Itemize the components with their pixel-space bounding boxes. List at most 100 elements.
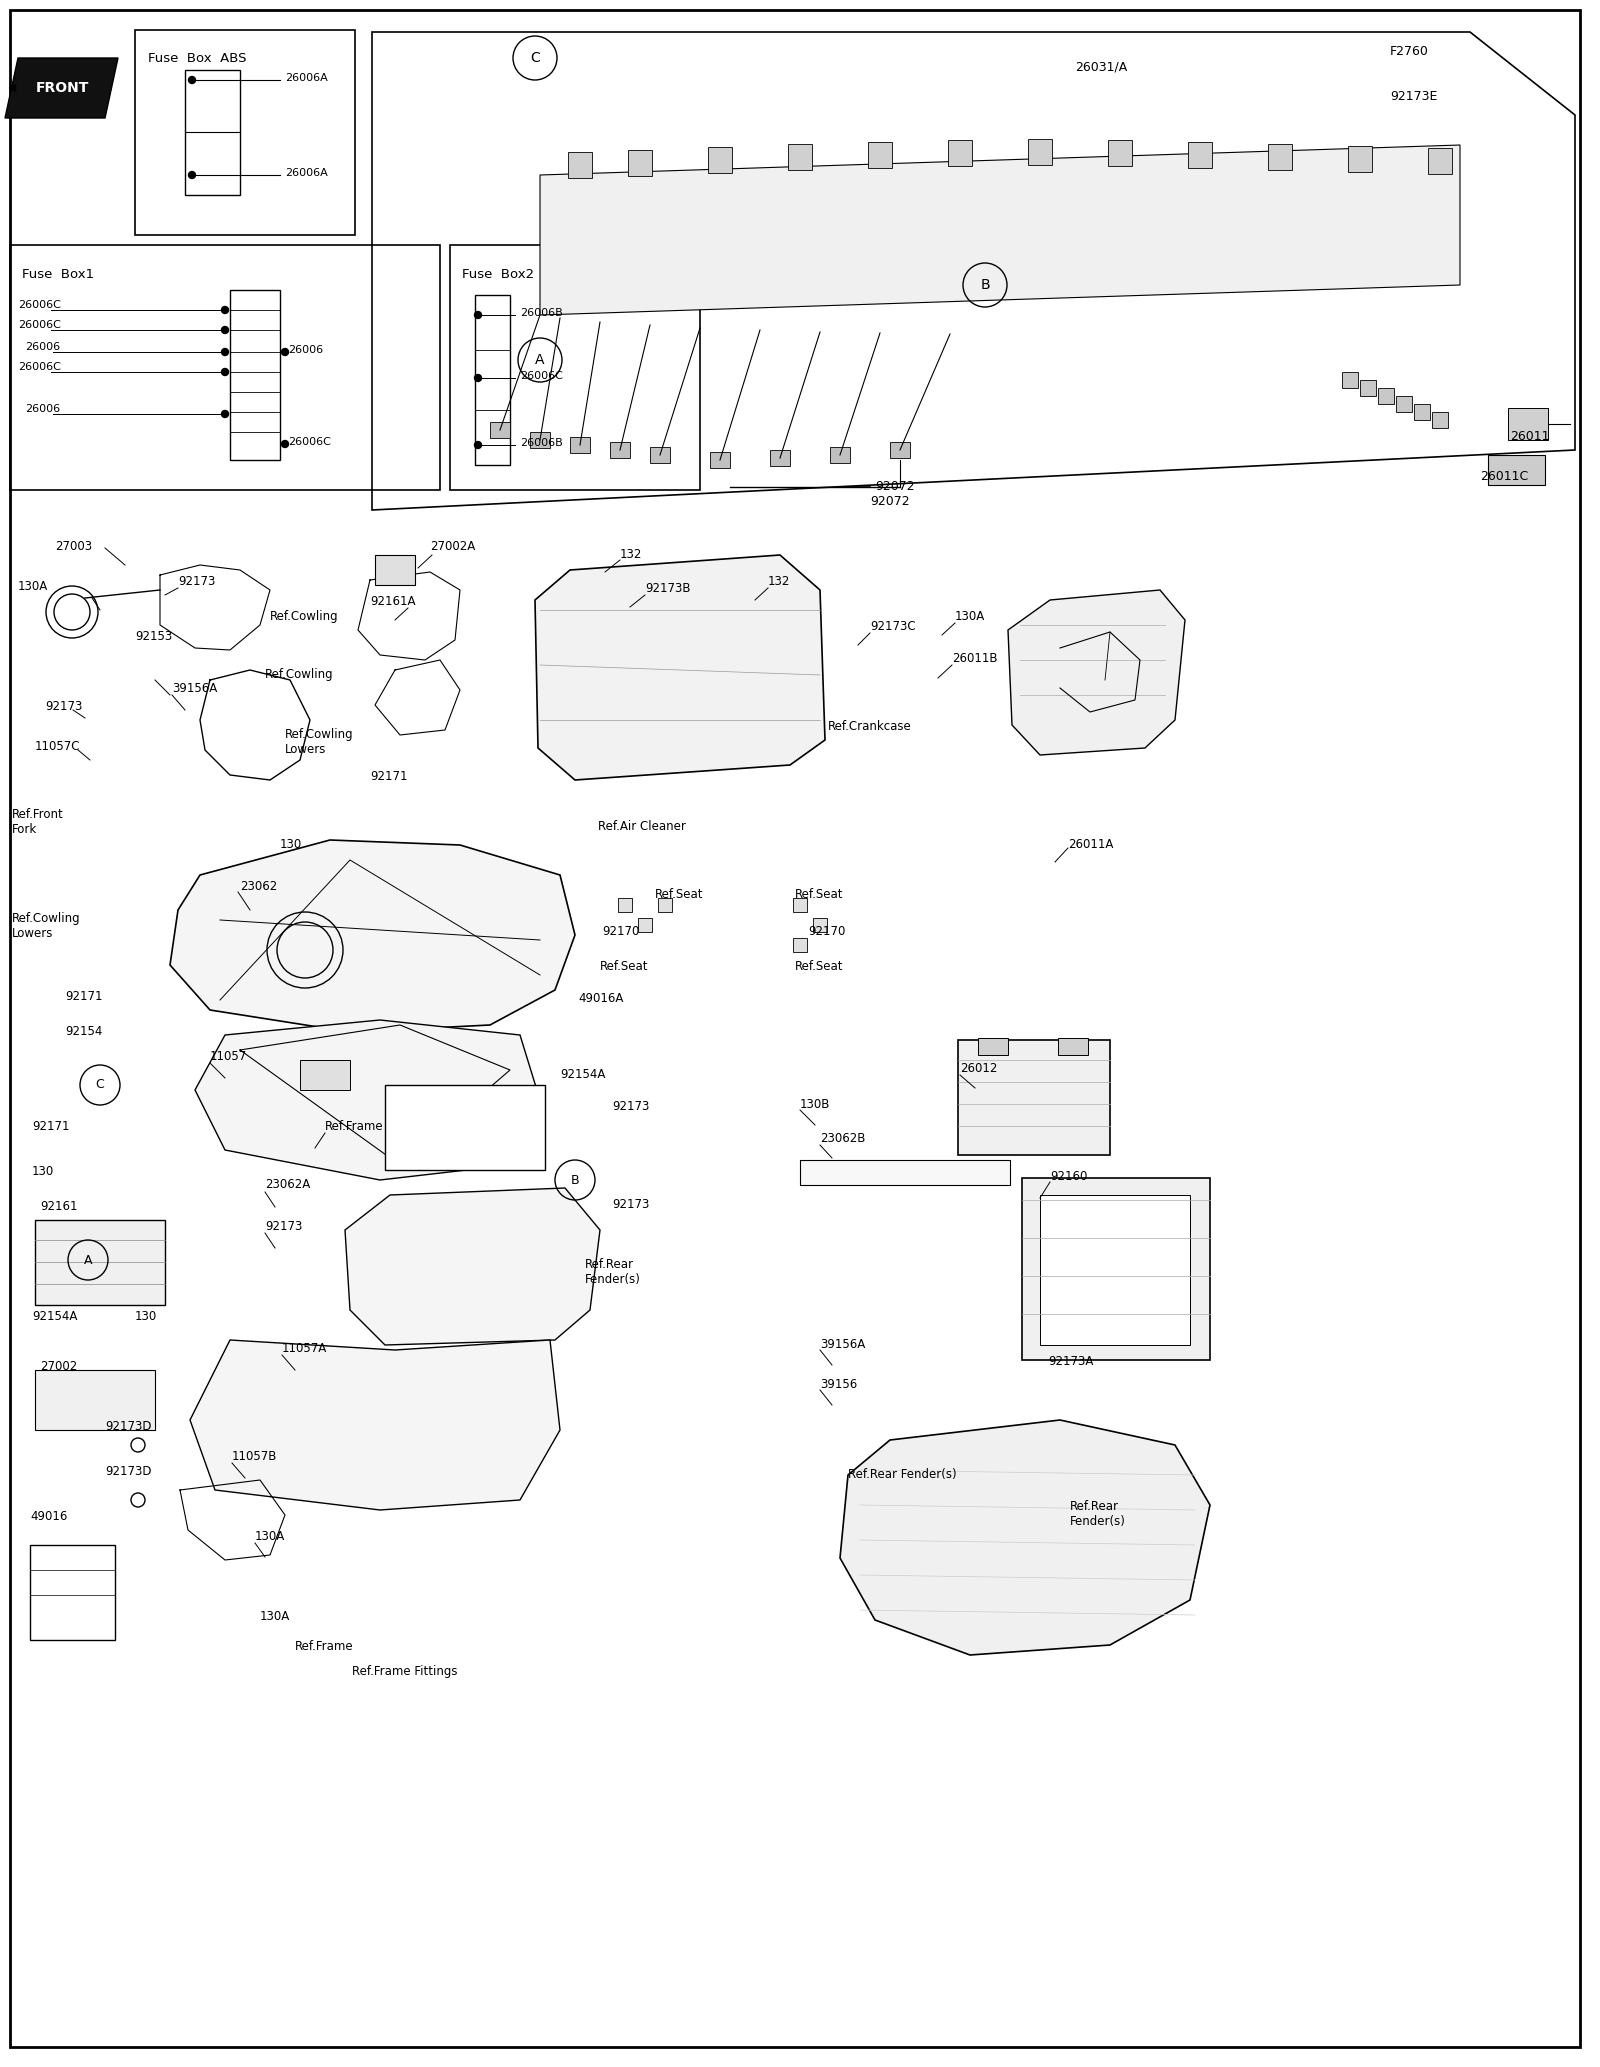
Bar xyxy=(186,70,240,194)
Text: 130: 130 xyxy=(134,1310,157,1323)
Text: 132: 132 xyxy=(768,575,790,587)
Text: Ref.Frame Fittings: Ref.Frame Fittings xyxy=(352,1666,458,1678)
Bar xyxy=(10,246,440,490)
Bar xyxy=(830,446,850,463)
Text: FRONT: FRONT xyxy=(35,81,88,95)
Text: 92173D: 92173D xyxy=(106,1466,152,1478)
Bar xyxy=(1507,407,1549,440)
Text: 26011C: 26011C xyxy=(1480,469,1528,484)
Bar xyxy=(374,556,414,585)
Text: Fuse  Box  ABS: Fuse Box ABS xyxy=(147,52,246,64)
Text: 92170: 92170 xyxy=(602,926,640,938)
Bar xyxy=(610,442,630,459)
Polygon shape xyxy=(190,1339,560,1511)
Text: A: A xyxy=(83,1253,93,1267)
Text: 39156A: 39156A xyxy=(819,1337,866,1352)
Text: 92171: 92171 xyxy=(370,771,408,783)
Bar xyxy=(978,1038,1008,1054)
Bar xyxy=(638,918,653,932)
Text: Ref.Rear Fender(s): Ref.Rear Fender(s) xyxy=(848,1468,957,1480)
Text: 26011: 26011 xyxy=(1510,430,1549,442)
Bar xyxy=(794,938,806,953)
Bar xyxy=(490,422,510,438)
Text: 92160: 92160 xyxy=(1050,1170,1088,1182)
Text: 92173E: 92173E xyxy=(1390,91,1437,103)
Polygon shape xyxy=(5,58,118,118)
Bar xyxy=(30,1544,115,1639)
Text: 92173C: 92173C xyxy=(870,620,915,633)
Text: 92173: 92173 xyxy=(611,1199,650,1211)
Text: 23062: 23062 xyxy=(240,881,277,893)
Text: 92154A: 92154A xyxy=(560,1069,605,1081)
Bar xyxy=(1027,138,1053,165)
Text: 92171: 92171 xyxy=(66,990,102,1002)
Text: 23062B: 23062B xyxy=(819,1133,866,1145)
Text: 49016A: 49016A xyxy=(578,992,624,1005)
Bar xyxy=(813,918,827,932)
Text: Ref.Frame: Ref.Frame xyxy=(325,1120,384,1133)
Circle shape xyxy=(221,349,229,356)
Text: 26006B: 26006B xyxy=(520,308,563,318)
Text: 92072: 92072 xyxy=(875,480,915,494)
Bar xyxy=(1058,1038,1088,1054)
Text: 92173D: 92173D xyxy=(106,1420,152,1432)
Text: Ref.Crankcase: Ref.Crankcase xyxy=(829,719,912,734)
Polygon shape xyxy=(840,1420,1210,1656)
Text: 39156A: 39156A xyxy=(173,682,218,695)
Text: 130A: 130A xyxy=(955,610,986,622)
Text: 27002A: 27002A xyxy=(430,539,475,554)
Text: 92154: 92154 xyxy=(66,1025,102,1038)
Bar xyxy=(770,451,790,465)
Text: 26006C: 26006C xyxy=(18,300,61,310)
Text: 92154A: 92154A xyxy=(32,1310,77,1323)
Text: Ref.Seat: Ref.Seat xyxy=(795,959,843,974)
Text: Ref.Cowling: Ref.Cowling xyxy=(266,668,334,680)
Polygon shape xyxy=(534,556,826,779)
Bar xyxy=(1432,411,1448,428)
Bar xyxy=(568,153,592,178)
Bar xyxy=(530,432,550,449)
Bar xyxy=(794,897,806,912)
Text: Ref.Front
Fork: Ref.Front Fork xyxy=(13,808,64,835)
Text: 26006C: 26006C xyxy=(520,370,563,380)
Text: Fuse  Box2: Fuse Box2 xyxy=(462,269,534,281)
Bar xyxy=(386,1085,546,1170)
Text: 26011B: 26011B xyxy=(952,651,997,666)
Bar xyxy=(618,897,632,912)
Text: 26006A: 26006A xyxy=(285,72,328,83)
Text: 11057B: 11057B xyxy=(232,1449,277,1463)
Bar xyxy=(1378,389,1394,403)
Text: Ref.Frame: Ref.Frame xyxy=(294,1639,354,1654)
Text: Ref.Seat: Ref.Seat xyxy=(654,889,704,901)
Text: 130A: 130A xyxy=(254,1530,285,1542)
Text: Ref.Seat: Ref.Seat xyxy=(795,889,843,901)
Bar xyxy=(658,897,672,912)
Circle shape xyxy=(282,440,288,446)
Circle shape xyxy=(475,312,482,318)
Text: 26012: 26012 xyxy=(960,1062,997,1075)
Text: 130: 130 xyxy=(280,837,302,852)
Polygon shape xyxy=(346,1189,600,1346)
Circle shape xyxy=(221,327,229,333)
Bar xyxy=(1347,147,1373,172)
Text: A: A xyxy=(536,353,544,368)
Bar xyxy=(35,1220,165,1304)
Text: 92173: 92173 xyxy=(45,701,82,713)
Circle shape xyxy=(221,368,229,376)
Text: 130A: 130A xyxy=(18,581,48,593)
Bar xyxy=(35,1370,155,1430)
Bar xyxy=(134,31,355,236)
Bar xyxy=(867,143,893,167)
Text: 26006C: 26006C xyxy=(288,436,331,446)
Bar xyxy=(650,446,670,463)
Polygon shape xyxy=(195,1019,541,1180)
Text: Ref.Rear
Fender(s): Ref.Rear Fender(s) xyxy=(586,1259,642,1286)
Bar xyxy=(1187,143,1213,167)
Bar xyxy=(627,151,653,176)
Text: 11057: 11057 xyxy=(210,1050,248,1062)
Text: Ref.Seat: Ref.Seat xyxy=(600,959,648,974)
Text: Fuse  Box1: Fuse Box1 xyxy=(22,269,94,281)
Bar xyxy=(958,1040,1110,1155)
Bar xyxy=(1342,372,1358,389)
Text: 27003: 27003 xyxy=(54,539,93,554)
